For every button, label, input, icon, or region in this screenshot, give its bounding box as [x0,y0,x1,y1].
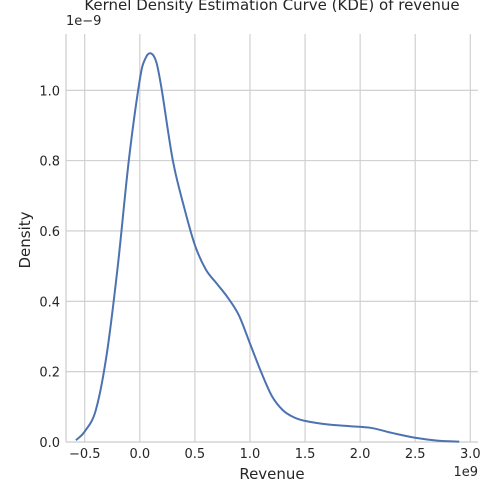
y-gridlines [66,89,478,443]
chart-title: Kernel Density Estimation Curve (KDE) of… [84,0,459,14]
x-offset-label: 1e9 [453,465,478,480]
y-offset-label: 1e−9 [66,14,101,29]
x-tick-label: 0.5 [185,447,206,462]
x-tick-labels: −0.5 0.0 0.5 1.0 1.5 2.0 2.5 3.0 [69,447,481,462]
y-axis-label: Density [16,211,34,268]
x-tick-label: −0.5 [69,447,101,462]
kde-line [75,52,460,443]
x-tick-label: 3.0 [460,447,481,462]
y-tick-label: 1.0 [39,84,60,99]
y-tick-label: 0.0 [39,436,60,451]
x-tick-label: 2.0 [350,447,371,462]
y-tick-label: 0.2 [39,366,60,381]
x-axis-label: Revenue [239,465,304,483]
y-tick-label: 0.4 [39,295,60,310]
y-tick-label: 0.8 [39,155,60,170]
y-tick-labels: 0.0 0.2 0.4 0.6 0.8 1.0 [39,84,60,451]
x-tick-label: 1.5 [295,447,316,462]
x-gridlines [84,34,471,442]
x-tick-label: 0.0 [129,447,150,462]
x-tick-label: 2.5 [405,447,426,462]
y-tick-label: 0.6 [39,225,60,240]
x-tick-label: 1.0 [240,447,261,462]
